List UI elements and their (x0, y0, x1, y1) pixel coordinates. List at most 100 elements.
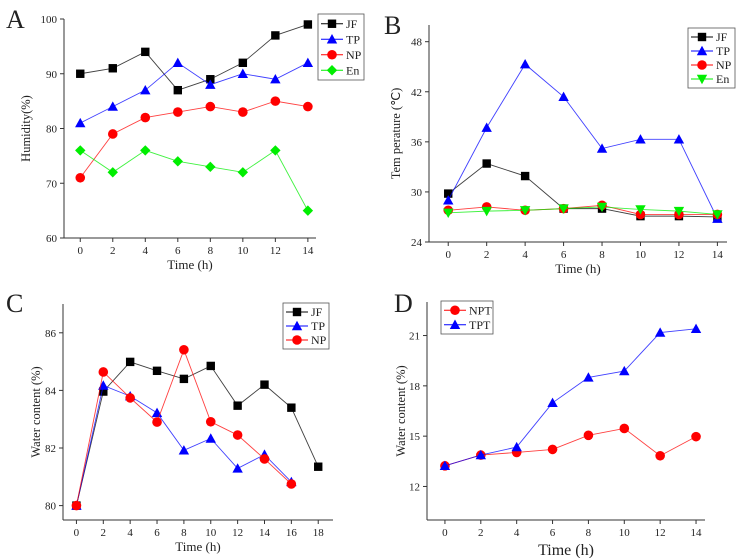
y-axis-title: Humidity(%) (19, 95, 33, 162)
x-tick-label: 8 (586, 527, 592, 539)
data-point (152, 417, 162, 427)
data-point (233, 401, 242, 410)
data-point (314, 462, 323, 471)
data-point (287, 403, 296, 412)
legend-label: TP (311, 319, 325, 333)
y-tick-label: 90 (46, 69, 58, 81)
data-point (712, 210, 723, 220)
y-tick-label: 48 (411, 37, 423, 49)
series-en (443, 202, 723, 220)
data-point (76, 69, 85, 78)
legend-box (440, 300, 494, 335)
data-point (482, 159, 491, 168)
x-tick-label: 8 (599, 249, 605, 261)
data-point (260, 380, 269, 389)
y-tick-label: 36 (411, 137, 423, 149)
x-tick-label: 6 (550, 527, 556, 539)
data-point (303, 101, 313, 112)
y-tick-label: 24 (411, 237, 423, 249)
series-tpt (439, 323, 702, 471)
series-tp (443, 59, 723, 223)
data-point (206, 361, 215, 371)
x-tick-label: 0 (74, 527, 80, 539)
data-point (596, 143, 608, 153)
x-axis-title: Time (h) (175, 539, 220, 554)
data-point (152, 366, 162, 376)
x-tick-label: 14 (712, 249, 724, 261)
data-point (140, 112, 151, 123)
y-axis-title: Tem perature (℃) (389, 88, 403, 180)
data-point (481, 122, 492, 132)
series-line (444, 328, 697, 467)
legend-label: NP (716, 58, 732, 72)
data-point (179, 344, 189, 355)
data-point (558, 91, 569, 101)
y-axis-title: Water content (%) (394, 365, 408, 456)
data-point (98, 380, 109, 390)
panel-label: A (6, 5, 25, 34)
y-tick-label: 82 (45, 443, 56, 455)
legend-marker (326, 65, 338, 76)
x-tick-label: 12 (232, 527, 243, 539)
x-tick-label: 4 (514, 527, 520, 539)
series-line (444, 427, 697, 467)
legend-label: NPT (469, 303, 492, 317)
data-point (108, 64, 117, 73)
data-point (673, 206, 685, 217)
data-point (141, 47, 150, 57)
data-point (443, 208, 454, 218)
x-axis-title: Time (h) (538, 542, 594, 558)
x-axis-title: Time (h) (167, 257, 212, 272)
data-point (547, 444, 558, 455)
x-tick-label: 0 (78, 245, 84, 257)
x-tick-label: 4 (143, 245, 149, 257)
data-point (655, 450, 665, 461)
x-tick-label: 4 (522, 249, 528, 261)
series-line (447, 163, 718, 218)
series-jf (72, 357, 323, 510)
y-tick-label: 60 (46, 233, 58, 245)
legend-marker (327, 19, 337, 28)
data-point (172, 57, 184, 67)
data-point (481, 206, 492, 217)
legend-marker (696, 45, 708, 56)
x-tick-label: 14 (302, 245, 314, 257)
chart-panel-c: C 0 2 4 6 8 10 12 14 16 18 80 82 84 86 Time (h) Water co… (6, 289, 333, 554)
y-tick-label: 80 (46, 124, 58, 136)
legend-label: TP (346, 32, 360, 46)
legend-marker (696, 74, 708, 85)
data-point (179, 374, 189, 384)
data-point (444, 189, 453, 198)
data-point (99, 387, 108, 396)
data-point (286, 479, 297, 489)
y-tick-label: 86 (45, 328, 57, 340)
data-point (635, 134, 646, 144)
data-point (173, 107, 183, 117)
legend-label: NP (311, 333, 327, 347)
data-point (271, 31, 280, 40)
x-tick-label: 8 (208, 245, 214, 257)
data-point (140, 145, 151, 156)
data-point (673, 134, 685, 144)
x-tick-label: 18 (313, 527, 325, 539)
data-point (173, 85, 183, 95)
y-tick-label: 21 (409, 331, 420, 343)
x-tick-label: 10 (619, 527, 631, 539)
y-tick-label: 70 (46, 178, 58, 190)
x-tick-label: 4 (127, 527, 133, 539)
series-tp (71, 380, 297, 510)
data-point (619, 423, 630, 434)
data-point (107, 129, 118, 139)
data-point (583, 372, 594, 382)
data-point (475, 449, 487, 460)
chart-panel-a: A 0 2 4 6 8 10 12 14 60 70 80 90 100 Time (h) Humidity(… (6, 5, 365, 272)
x-tick-label: 12 (655, 527, 666, 539)
data-point (205, 416, 216, 427)
data-point (635, 205, 646, 215)
data-point (206, 75, 215, 84)
panel-label: D (394, 289, 413, 318)
series-line (80, 62, 309, 124)
